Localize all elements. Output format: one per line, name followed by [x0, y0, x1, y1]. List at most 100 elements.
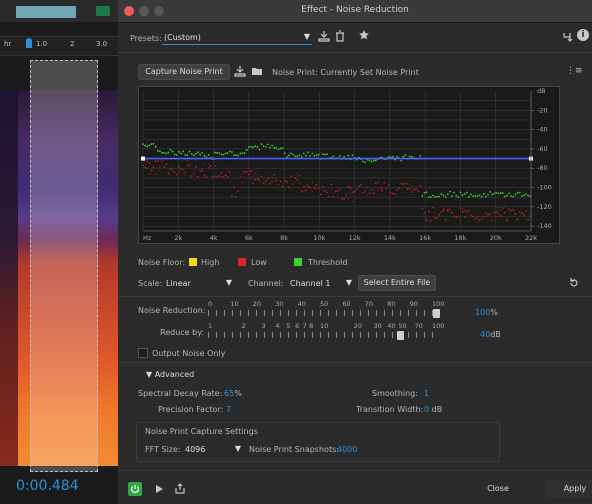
spectral-decay-value[interactable]: 65%: [224, 389, 242, 398]
low-noise-point: [154, 160, 157, 163]
low-noise-point: [148, 162, 151, 164]
high-noise-point: [446, 193, 449, 196]
low-noise-point: [157, 160, 159, 162]
slider-tick-label: 6: [295, 322, 300, 330]
star-icon[interactable]: [358, 29, 370, 41]
noise-floor-graph[interactable]: dB -20 -40 -60 -80 -100 -120 -140 Hz 2k 4k 6k 8k 10k 1…: [138, 86, 560, 244]
slider-track: [208, 310, 440, 316]
reduce-by-scale: 1 2 3 4 5 6 7 8 10 20 30 40 50 70 100: [208, 322, 444, 330]
apply-button[interactable]: Apply: [546, 480, 592, 498]
time-selection[interactable]: [30, 60, 98, 472]
low-noise-point: [269, 183, 271, 185]
high-noise-point: [436, 195, 439, 198]
presets-dropdown[interactable]: (Custom) ▼: [162, 30, 312, 45]
low-noise-point: [428, 211, 430, 213]
reset-icon[interactable]: [568, 277, 580, 289]
scale-value: Linear: [166, 279, 191, 288]
reduce-by-slider[interactable]: 1 2 3 4 5 6 7 8 10 20 30 40 50 70 100: [208, 322, 444, 340]
high-noise-point: [237, 154, 240, 157]
low-noise-point: [394, 193, 396, 196]
x-tick-label: 12k: [349, 234, 361, 242]
trash-icon[interactable]: [334, 30, 346, 42]
reduce-by-value[interactable]: 40dB: [480, 330, 501, 339]
low-noise-point: [453, 215, 455, 218]
loop-export-icon[interactable]: [174, 483, 186, 495]
save-preset-icon[interactable]: [318, 30, 330, 42]
noise-floor-plot[interactable]: dB -20 -40 -60 -80 -100 -120 -140 Hz 2k 4k 6k 8k 10k 1…: [139, 87, 559, 243]
low-noise-point: [499, 215, 502, 217]
high-noise-point: [374, 159, 377, 162]
high-noise-point: [199, 153, 202, 156]
scale-dropdown[interactable]: Linear ▼: [164, 276, 234, 289]
precision-factor-value[interactable]: 7: [226, 405, 232, 414]
low-noise-point: [370, 189, 373, 191]
low-noise-point: [364, 190, 367, 192]
high-noise-point: [408, 155, 411, 158]
play-icon[interactable]: [154, 484, 164, 494]
low-noise-point: [508, 208, 510, 210]
channel-dropdown[interactable]: Channel 1 ▼: [288, 276, 354, 289]
snapshots-value[interactable]: 4000: [337, 445, 358, 454]
low-noise-point: [300, 190, 303, 193]
low-noise-point: [385, 187, 388, 190]
clip-marker[interactable]: [96, 6, 110, 16]
noise-reduction-slider[interactable]: 0 10 20 30 40 50 60 70 80 90 100: [208, 300, 444, 318]
noise-reduction-value[interactable]: 100%: [475, 308, 498, 317]
scale-label: Scale:: [138, 279, 163, 288]
low-noise-point: [277, 183, 280, 186]
advanced-toggle[interactable]: ▼ Advanced: [146, 370, 194, 379]
low-noise-point: [258, 179, 261, 181]
playhead-marker[interactable]: [26, 38, 32, 48]
low-noise-point: [303, 185, 305, 188]
capture-settings-title: Noise Print Capture Settings: [145, 427, 258, 436]
output-noise-only-checkbox[interactable]: [138, 348, 148, 358]
window-minimize-button[interactable]: [139, 6, 149, 16]
capture-noise-print-button[interactable]: Capture Noise Print: [138, 64, 230, 80]
save-noise-print-icon[interactable]: [234, 65, 246, 77]
reduce-by-thumb[interactable]: [397, 331, 404, 340]
low-noise-point: [351, 191, 354, 193]
window-zoom-button[interactable]: [154, 6, 164, 16]
menu-icon[interactable]: ⋮≡: [566, 66, 583, 76]
low-noise-point: [389, 192, 392, 194]
low-noise-point: [243, 177, 246, 179]
smoothing-value[interactable]: 1: [424, 389, 430, 398]
merge-icon[interactable]: [562, 31, 574, 43]
capture-settings-group: Noise Print Capture Settings FFT Size: 4…: [136, 422, 500, 462]
high-noise-point: [298, 154, 301, 157]
high-noise-point: [499, 192, 502, 194]
x-tick-label: 20k: [490, 234, 502, 242]
high-noise-point: [154, 145, 157, 148]
slider-tick-label: 8: [309, 322, 314, 330]
fft-size-dropdown[interactable]: 4096 ▼: [183, 442, 243, 455]
low-noise-point: [294, 177, 297, 179]
low-noise-point: [461, 208, 464, 210]
high-noise-point: [421, 194, 424, 197]
select-entire-file-button[interactable]: Select Entire File: [358, 275, 436, 291]
low-noise-point: [514, 220, 517, 223]
low-noise-point: [485, 212, 487, 214]
low-noise-point: [459, 207, 462, 209]
low-noise-point: [440, 211, 443, 213]
folder-icon[interactable]: [251, 66, 263, 76]
close-button[interactable]: Close: [463, 480, 533, 498]
high-noise-point: [228, 150, 231, 153]
high-noise-point: [277, 148, 280, 151]
time-ruler[interactable]: hr 1.0 2 3.0: [0, 36, 118, 56]
slider-tick-label: 5: [286, 322, 291, 330]
high-noise-point: [294, 155, 297, 158]
low-noise-point: [504, 211, 506, 214]
high-noise-point: [275, 147, 278, 149]
low-noise-point: [482, 216, 485, 218]
low-noise-point: [408, 187, 411, 190]
low-noise-point: [307, 185, 309, 188]
spectral-display[interactable]: [18, 90, 118, 466]
transition-width-value[interactable]: 0 dB: [424, 405, 442, 414]
power-toggle-button[interactable]: [128, 482, 142, 496]
clip-band[interactable]: [16, 6, 76, 18]
window-close-button[interactable]: [124, 6, 134, 16]
high-noise-point: [152, 142, 155, 145]
low-noise-point: [506, 217, 508, 220]
noise-reduction-thumb[interactable]: [433, 309, 440, 318]
info-icon[interactable]: i: [577, 29, 589, 41]
